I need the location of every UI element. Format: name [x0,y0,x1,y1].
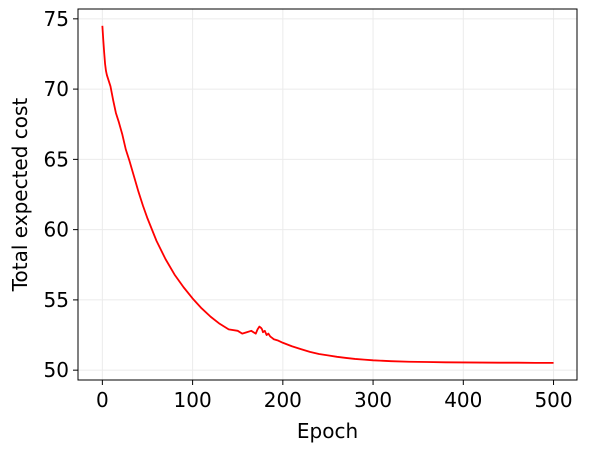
x-tick-label: 400 [444,388,482,412]
series-layer [101,25,554,364]
series-line [101,25,554,364]
x-tick-label: 300 [354,388,392,412]
y-tick-label: 55 [44,288,69,312]
y-tick-label: 75 [44,7,69,31]
axis-ticks: 0 100 200 300 400 500 50 55 60 65 70 75 [44,7,573,412]
y-tick-label: 70 [44,77,69,101]
x-tick-label: 500 [534,388,572,412]
y-axis-label: Total expected cost [8,98,32,293]
y-tick-label: 60 [44,218,69,242]
plot-frame [77,8,578,381]
y-tick-label: 65 [44,147,69,171]
x-tick-label: 0 [96,388,109,412]
grid [78,9,577,380]
x-tick-label: 100 [174,388,212,412]
y-tick-label: 50 [44,358,69,382]
x-axis-label: Epoch [297,419,358,443]
x-tick-label: 200 [264,388,302,412]
